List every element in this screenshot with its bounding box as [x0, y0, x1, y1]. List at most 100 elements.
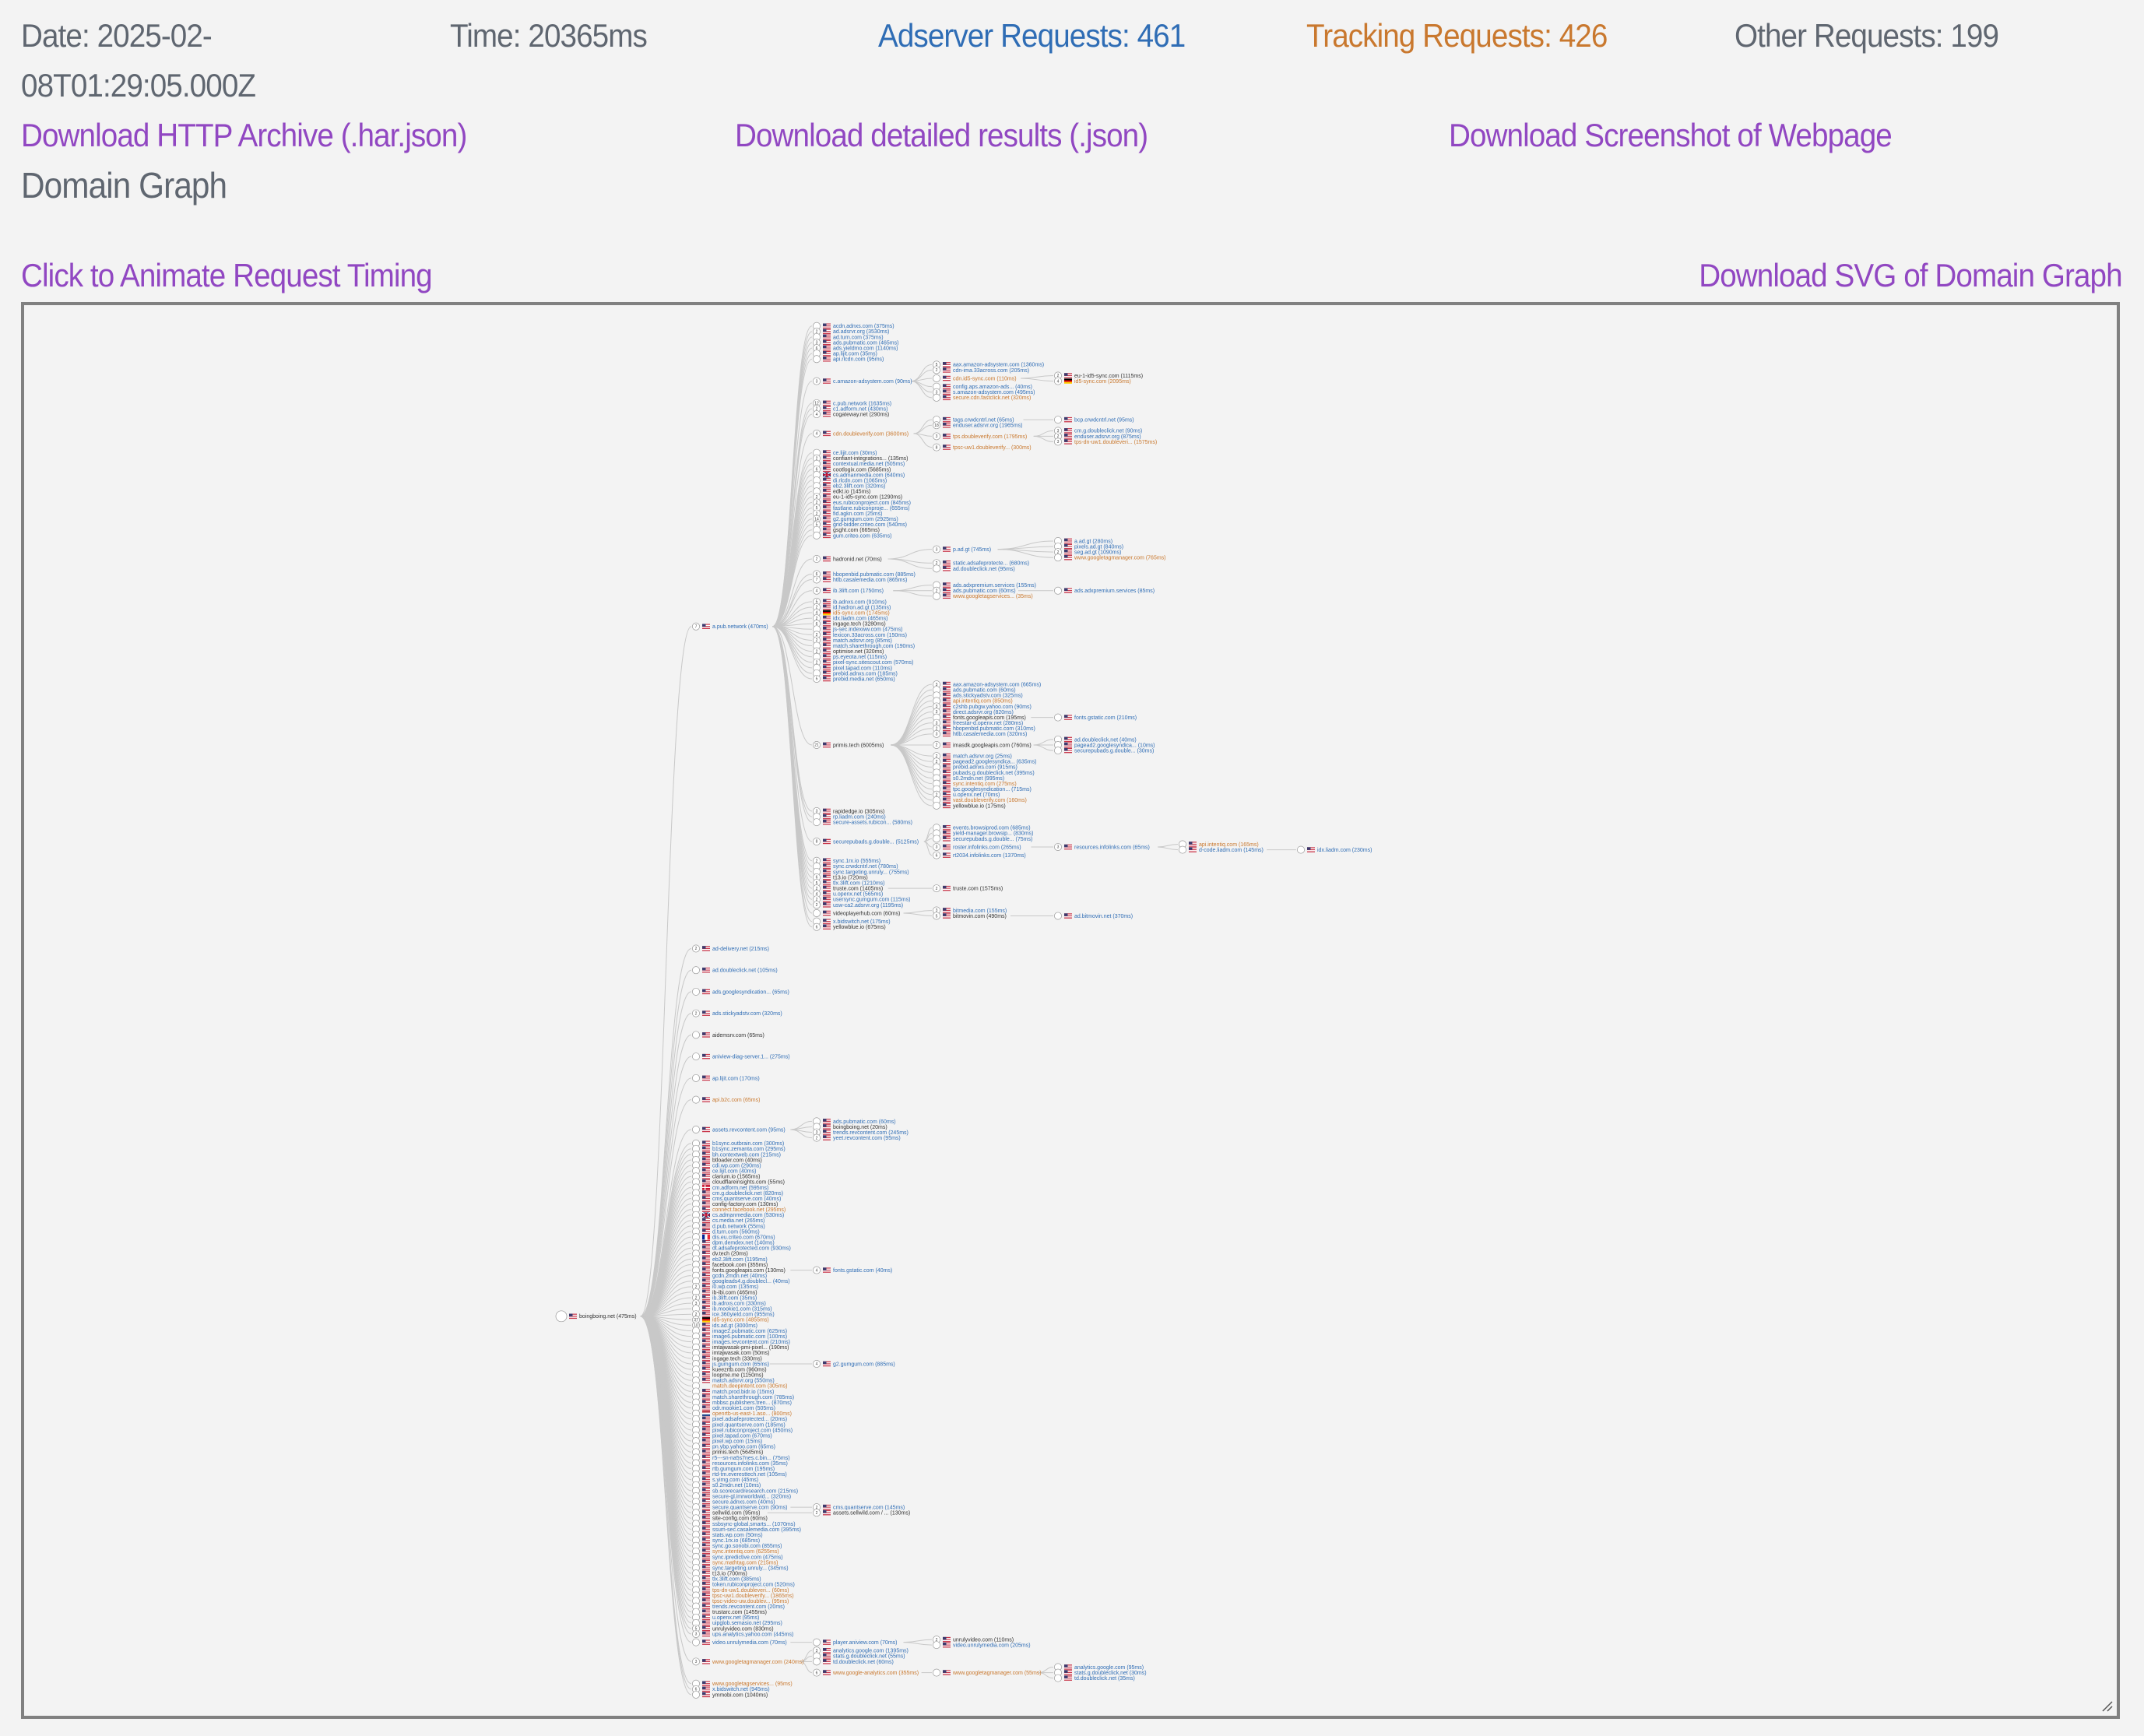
graph-node[interactable]: cdn.id5-sync.com (110ms): [933, 374, 1017, 382]
graph-node[interactable]: cdi.wp.com (290ms): [692, 1161, 761, 1169]
graph-node[interactable]: 6 x.bidswitch.net (945ms): [692, 1685, 770, 1693]
graph-node[interactable]: yellowblue.io (175ms): [933, 801, 1006, 810]
node-circle[interactable]: [813, 675, 821, 683]
node-circle[interactable]: [813, 922, 821, 931]
graph-node[interactable]: 5 grid-bidder.criteo.com (540ms): [813, 520, 907, 529]
graph-node[interactable]: pixel.tapad.com (670ms): [692, 1432, 772, 1440]
node-circle[interactable]: [692, 987, 700, 996]
node-circle[interactable]: [813, 1133, 821, 1142]
graph-node[interactable]: 6 t13.io (720ms): [813, 873, 868, 881]
node-circle[interactable]: [813, 1638, 821, 1646]
graph-node[interactable]: stats.wp.com (50ms): [692, 1530, 763, 1539]
download-screenshot-link[interactable]: Download Screenshot of Webpage: [1449, 117, 1893, 153]
node-circle[interactable]: [692, 1074, 700, 1082]
graph-node[interactable]: tpc.googlesyndication... (715ms): [933, 785, 1032, 793]
graph-node[interactable]: a.ad.gt (280ms): [1054, 537, 1112, 545]
graph-node[interactable]: mbbsc.publishers.tren... (870ms): [692, 1398, 792, 1407]
graph-node[interactable]: cs.media.net (265ms): [692, 1216, 764, 1225]
graph-node[interactable]: sync.targeting.unruly... (345ms): [692, 1564, 789, 1572]
graph-node[interactable]: tpsc-uw1.doubleverify... (1865ms): [692, 1591, 794, 1600]
graph-node[interactable]: 2 sync.1rx.io (555ms): [813, 856, 880, 865]
node-circle[interactable]: [933, 801, 940, 810]
graph-node[interactable]: 2 hbopenbid.pubmatic.com (310ms): [933, 724, 1035, 733]
graph-node[interactable]: image2.pubmatic.com (625ms): [692, 1327, 787, 1335]
graph-node[interactable]: 2 idx.liadm.com (465ms): [813, 614, 887, 623]
graph-node[interactable]: 6 hbopenbid.pubmatic.com (885ms): [813, 570, 916, 578]
graph-node[interactable]: cs.admanmedia.com (640ms): [813, 471, 905, 479]
graph-node[interactable]: 3 resources.infolinks.com (65ms): [1054, 843, 1150, 851]
node-circle[interactable]: [1179, 845, 1186, 854]
node-circle[interactable]: [933, 835, 940, 843]
graph-node[interactable]: 2 lexicon.33across.com (150ms): [813, 631, 907, 639]
graph-node[interactable]: 4 u.openx.net (565ms): [813, 890, 883, 898]
node-circle[interactable]: [692, 1638, 700, 1646]
graph-node[interactable]: 5 fastlane.rubiconproje... (655ms): [813, 504, 909, 512]
graph-node[interactable]: t13.io (700ms): [692, 1569, 747, 1578]
graph-node[interactable]: 2 eu-1-id5-sync.com (1290ms): [813, 493, 902, 501]
graph-node[interactable]: td.doubleclick.net (35ms): [1054, 1674, 1135, 1682]
graph-node[interactable]: ad.bitmovin.net (370ms): [1054, 912, 1133, 920]
graph-node[interactable]: imtajwasak-pmi-pixel... (190ms): [692, 1343, 789, 1351]
graph-node[interactable]: sb.scorecardresearch.com (215ms): [692, 1486, 798, 1495]
graph-node[interactable]: 37 id5-sync.com (4855ms): [692, 1316, 769, 1324]
graph-node[interactable]: match.sharethrough.com (785ms): [692, 1393, 794, 1401]
graph-node[interactable]: 6 rt2034.infolinks.com (1370ms): [933, 851, 1026, 859]
node-circle[interactable]: [813, 909, 821, 917]
graph-node[interactable]: uipglob.semasio.net (295ms): [692, 1618, 782, 1627]
graph-node[interactable]: 2 imasdk.googleapis.com (760ms): [933, 741, 1032, 749]
graph-node[interactable]: btloader.com (40ms): [692, 1155, 762, 1164]
graph-node[interactable]: dis.eu.criteo.com (670ms): [692, 1233, 775, 1242]
graph-node[interactable]: 2 enduser.adsrvr.org (875ms): [1054, 432, 1141, 441]
graph-node[interactable]: analytics.google.com (95ms): [1054, 1663, 1144, 1671]
graph-node[interactable]: pixels.ad.gt (840ms): [1054, 543, 1123, 550]
graph-node[interactable]: 3 ads.pubmatic.com (465ms): [813, 339, 898, 346]
graph-node[interactable]: 3 www.googletagmanager.com (240ms): [692, 1657, 804, 1666]
graph-node[interactable]: cm.g.doubleclick.net (820ms): [692, 1189, 783, 1197]
graph-node[interactable]: match.deepintent.com (305ms): [692, 1382, 788, 1390]
graph-node[interactable]: 5 unrulyvideo.com (830ms): [692, 1624, 774, 1632]
graph-node[interactable]: googleads4.g.doublecl... (40ms): [692, 1277, 790, 1285]
graph-node[interactable]: 2 match.adsrvr.org (85ms): [813, 636, 892, 645]
node-circle[interactable]: [813, 575, 821, 584]
graph-node[interactable]: assets.revcontent.com (95ms): [692, 1126, 786, 1133]
node-circle[interactable]: [813, 555, 821, 563]
graph-node[interactable]: 2 ad-delivery.net (215ms): [692, 944, 769, 953]
node-circle[interactable]: [692, 1009, 700, 1017]
graph-node[interactable]: ads.googlesyndication... (65ms): [692, 987, 789, 996]
graph-node[interactable]: 2 ice.360yield.com (955ms): [692, 1310, 775, 1319]
node-circle[interactable]: [933, 564, 940, 573]
node-circle[interactable]: [1054, 713, 1062, 722]
graph-node[interactable]: b1sync.zemanta.com (295ms): [692, 1144, 786, 1153]
node-circle[interactable]: [692, 1630, 700, 1638]
graph-node[interactable]: rtb.gumgum.com (195ms): [692, 1464, 775, 1473]
graph-node[interactable]: 4 cogateway.net (290ms): [813, 410, 889, 419]
node-circle[interactable]: [813, 818, 821, 827]
graph-node[interactable]: 2 hadronid.net (70ms): [813, 555, 882, 563]
graph-node[interactable]: 2 static.adsafeprotecte... (680ms): [933, 559, 1029, 568]
graph-node[interactable]: 6 yellowblue.io (675ms): [813, 922, 886, 931]
domain-graph[interactable]: boingboing.net (475ms) 7 a.pub.network (47…: [24, 305, 2117, 1716]
node-circle[interactable]: [933, 741, 940, 749]
graph-node[interactable]: 3 ups.analytics.yahoo.com (445ms): [692, 1630, 793, 1638]
graph-node[interactable]: 2 id.hadron.ad.gt (135ms): [813, 603, 891, 611]
graph-node[interactable]: securepubads.g.double... (75ms): [933, 835, 1032, 843]
graph-node[interactable]: s.yimg.com (45ms): [692, 1475, 758, 1484]
node-circle[interactable]: [813, 377, 821, 385]
animate-timing-link[interactable]: Click to Animate Request Timing: [21, 257, 433, 293]
graph-node[interactable]: 5 bitmovin.com (490ms): [933, 912, 1007, 920]
node-circle[interactable]: [933, 592, 940, 600]
graph-node[interactable]: 2 yeet.revcontent.com (95ms): [813, 1133, 901, 1142]
graph-node[interactable]: 2 seg.ad.gt (1090ms): [1054, 548, 1121, 557]
graph-node[interactable]: r5---sn-na5s7nes.c.bin... (75ms): [692, 1453, 790, 1462]
graph-node[interactable]: 2 u.openx.net (70ms): [933, 790, 1000, 799]
graph-node[interactable]: 7 htlb.casalemedia.com (865ms): [813, 575, 907, 584]
graph-node[interactable]: imtajwasak.com (50ms): [692, 1348, 770, 1357]
graph-node[interactable]: ads.stickyadstv.com (325ms): [933, 691, 1023, 700]
node-circle[interactable]: [933, 884, 940, 893]
node-circle[interactable]: [813, 741, 821, 749]
graph-node[interactable]: 5 prebid.media.net (650ms): [813, 675, 895, 683]
graph-node[interactable]: 21 primis.tech (6005ms): [813, 741, 884, 749]
graph-node[interactable]: boingboing.net (475ms): [555, 1310, 637, 1323]
graph-node[interactable]: 3 bitmedia.com (155ms): [933, 906, 1007, 915]
graph-node[interactable]: 4 id5-sync.com (1745ms): [813, 609, 890, 617]
